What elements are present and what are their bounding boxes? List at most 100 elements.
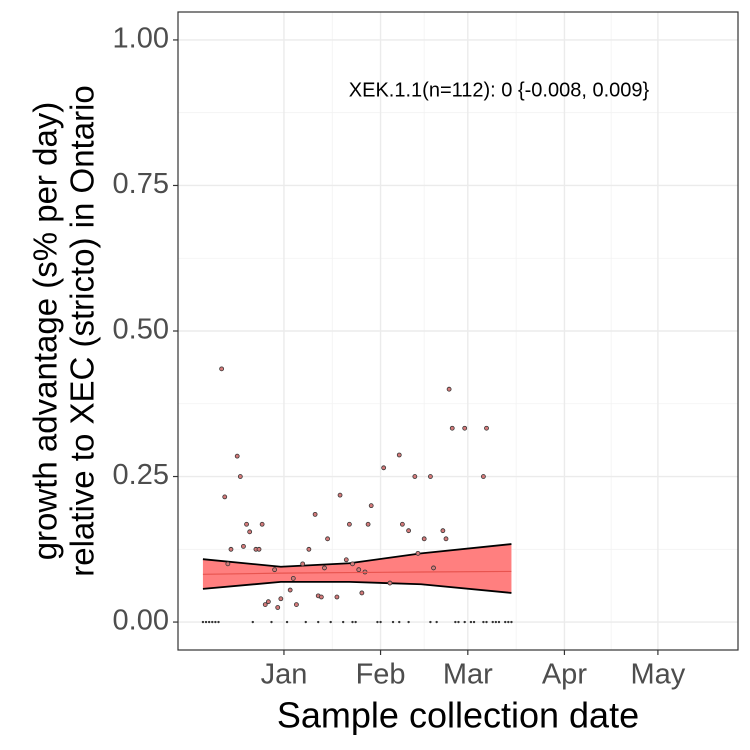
- point: [317, 620, 320, 624]
- point: [398, 620, 401, 624]
- point: [300, 561, 306, 567]
- point: [262, 602, 268, 607]
- point: [376, 620, 379, 624]
- point: [256, 546, 262, 552]
- point: [272, 567, 278, 573]
- x-tick-label: Mar: [443, 659, 493, 691]
- point: [329, 620, 332, 624]
- point: [270, 620, 273, 624]
- point: [406, 528, 412, 534]
- y-axis-label: growth advantage (s% per day): [27, 102, 64, 561]
- point: [275, 605, 281, 610]
- point: [294, 602, 299, 607]
- fit-line: [202, 570, 512, 575]
- y-tick-label: 0.25: [113, 459, 169, 491]
- point: [443, 536, 449, 542]
- point: [217, 620, 220, 624]
- ribbon-edge: [202, 543, 512, 568]
- point: [234, 453, 240, 459]
- point: [312, 511, 318, 517]
- point: [354, 620, 357, 624]
- point: [278, 596, 284, 602]
- point: [412, 474, 418, 479]
- point: [207, 620, 211, 624]
- point: [337, 492, 343, 498]
- point: [497, 620, 501, 624]
- point: [391, 620, 395, 624]
- point: [304, 620, 307, 624]
- point: [214, 620, 217, 624]
- point: [449, 425, 455, 431]
- point: [494, 620, 498, 624]
- point: [507, 620, 510, 624]
- point: [265, 599, 271, 605]
- point: [346, 521, 352, 527]
- point: [228, 546, 234, 552]
- point: [457, 620, 460, 624]
- point: [225, 561, 231, 567]
- y-axis-label: relative to XEC (stricto) in Ontario: [64, 85, 101, 577]
- point: [396, 452, 402, 458]
- x-tick-label: Apr: [542, 659, 587, 691]
- point: [381, 465, 387, 471]
- point: [244, 521, 249, 527]
- point: [259, 521, 265, 527]
- point: [510, 620, 513, 624]
- point: [222, 494, 228, 500]
- point: [237, 474, 243, 479]
- point: [431, 565, 436, 571]
- point: [484, 425, 489, 431]
- point: [365, 521, 371, 527]
- point: [322, 565, 327, 571]
- point: [463, 620, 466, 624]
- point: [201, 620, 205, 624]
- point: [356, 567, 362, 573]
- y-tick-label: 1.00: [113, 23, 169, 55]
- annotation: XEK.1.1(n=112): 0 {-0.008, 0.009}: [349, 79, 650, 101]
- point: [251, 620, 254, 624]
- x-tick-label: May: [631, 659, 686, 691]
- point: [359, 590, 365, 596]
- point: [454, 620, 457, 624]
- point: [407, 620, 410, 624]
- point: [343, 557, 349, 563]
- point: [415, 550, 421, 556]
- point: [241, 543, 246, 549]
- point: [440, 528, 446, 534]
- point: [491, 620, 494, 624]
- point: [350, 561, 355, 567]
- point: [435, 620, 438, 624]
- point: [247, 529, 253, 535]
- point: [219, 366, 225, 372]
- point: [504, 620, 507, 624]
- point: [318, 594, 324, 600]
- marks: [201, 366, 513, 624]
- point: [379, 620, 382, 624]
- point: [446, 386, 452, 392]
- point: [399, 521, 405, 527]
- point: [211, 620, 214, 624]
- y-tick-label: 0.00: [113, 605, 169, 637]
- point: [485, 620, 488, 624]
- point: [469, 620, 473, 624]
- point: [428, 474, 433, 479]
- point: [472, 620, 476, 624]
- point: [285, 620, 289, 624]
- y-tick-label: 0.50: [113, 314, 169, 346]
- point: [368, 503, 374, 509]
- x-tick-label: Feb: [356, 659, 406, 691]
- point: [290, 575, 296, 581]
- point: [204, 620, 208, 624]
- point: [429, 620, 432, 624]
- point: [387, 580, 393, 586]
- point: [482, 620, 485, 624]
- point: [462, 425, 468, 431]
- x-tick-label: Jan: [261, 659, 308, 691]
- point: [351, 620, 354, 624]
- point: [287, 587, 293, 593]
- y-tick-label: 0.75: [113, 168, 169, 200]
- x-axis-label: Sample collection date: [277, 695, 639, 736]
- ribbon-edge: [202, 580, 512, 594]
- point: [341, 620, 345, 624]
